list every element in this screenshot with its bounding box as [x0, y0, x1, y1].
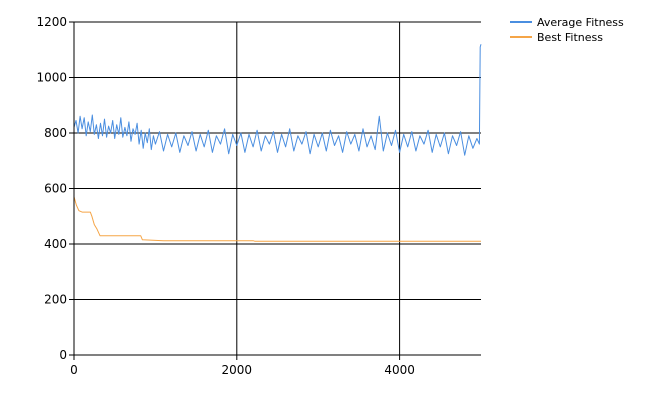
axes — [69, 21, 481, 360]
y-tick-label: 0 — [59, 348, 67, 362]
legend-label: Average Fitness — [537, 16, 624, 29]
series-lines — [73, 44, 482, 242]
y-tick-label: 400 — [44, 237, 67, 251]
y-tick-label: 1000 — [36, 71, 67, 85]
y-tick-label: 1200 — [36, 15, 67, 29]
y-tick-label: 200 — [44, 293, 67, 307]
series-line-best-fitness — [73, 196, 481, 242]
x-tick-label: 2000 — [222, 363, 253, 377]
x-tick-label: 0 — [70, 363, 78, 377]
tick-labels: 0 200 400 600 800 1000 1200 0 2000 4000 — [36, 15, 414, 377]
series-line-average-fitness — [73, 44, 482, 156]
legend-label: Best Fitness — [537, 31, 603, 44]
y-tick-label: 800 — [44, 126, 67, 140]
grid-lines — [74, 21, 481, 355]
x-tick-label: 4000 — [384, 363, 415, 377]
legend: Average Fitness Best Fitness — [510, 16, 624, 44]
y-tick-label: 600 — [44, 182, 67, 196]
